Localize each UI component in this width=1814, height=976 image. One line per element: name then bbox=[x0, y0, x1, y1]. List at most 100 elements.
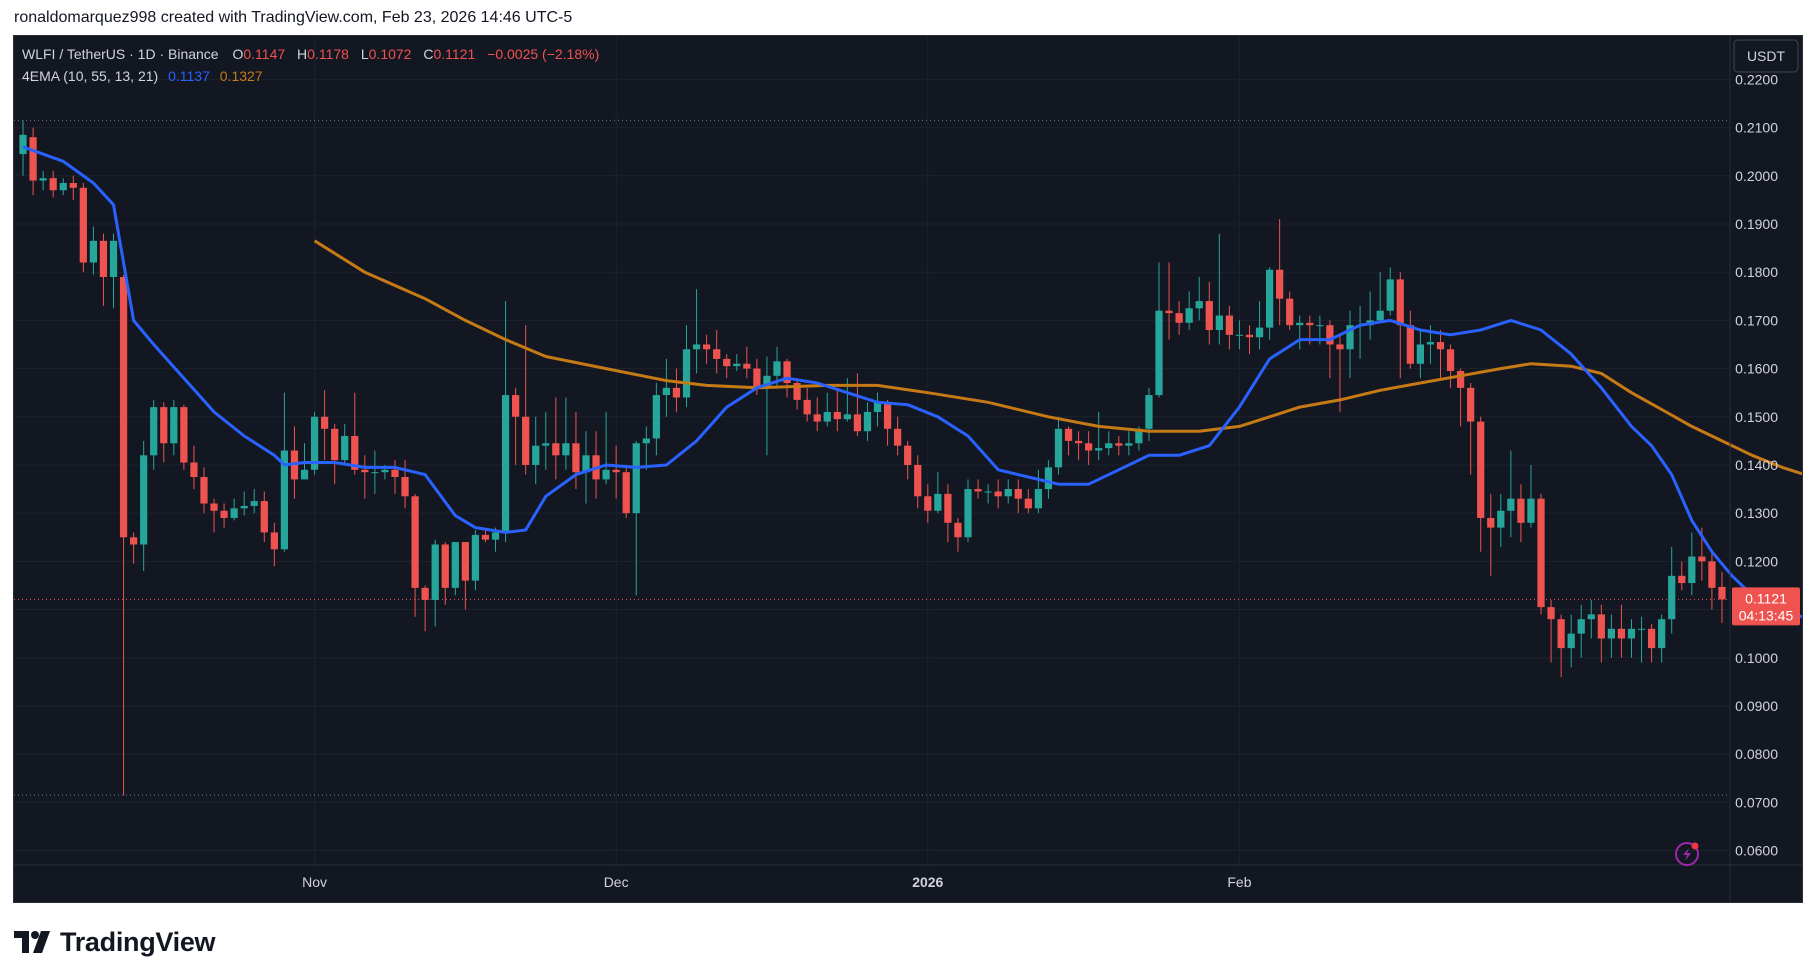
price-axis[interactable]: 0.2200 0.2100 0.2000 0.1900 0.1800 0.1700 0.16… bbox=[1735, 71, 1778, 858]
candle-body bbox=[944, 493, 952, 523]
legend-low-label: L bbox=[361, 46, 369, 62]
candle bbox=[29, 127, 37, 196]
brand-logo[interactable]: TradingView bbox=[14, 926, 216, 958]
candle-body bbox=[29, 137, 37, 181]
candle bbox=[1225, 305, 1233, 350]
time-tick-label: Feb bbox=[1227, 874, 1251, 890]
current-price-value: 0.1121 bbox=[1745, 590, 1787, 606]
price-tick-label: 0.1600 bbox=[1735, 361, 1778, 377]
candle bbox=[59, 178, 67, 196]
candle bbox=[89, 226, 98, 275]
candle bbox=[1688, 532, 1696, 596]
candle bbox=[1406, 310, 1414, 369]
candle bbox=[1085, 431, 1093, 465]
candle bbox=[1235, 320, 1244, 350]
candle-body bbox=[1185, 308, 1193, 323]
candle bbox=[501, 301, 510, 543]
candle bbox=[934, 472, 942, 514]
candle bbox=[763, 356, 771, 456]
price-tick-label: 0.0600 bbox=[1735, 843, 1778, 859]
candle-body bbox=[371, 472, 379, 474]
candle bbox=[1587, 599, 1595, 639]
candle bbox=[793, 378, 801, 410]
legend-line-2: 4EMA (10, 55, 13, 21) 0.1137 0.1327 bbox=[22, 68, 263, 84]
candle-body bbox=[1426, 342, 1435, 345]
candle bbox=[99, 233, 108, 306]
candle-body bbox=[240, 505, 248, 509]
candle bbox=[1567, 614, 1575, 668]
candle bbox=[361, 455, 369, 499]
candle bbox=[944, 484, 952, 543]
price-tick-label: 0.0800 bbox=[1735, 746, 1778, 762]
candle-body bbox=[1336, 344, 1344, 350]
candle-body bbox=[783, 361, 791, 384]
candle bbox=[713, 330, 721, 374]
candle bbox=[1185, 291, 1193, 331]
candle-body bbox=[160, 407, 168, 444]
candle bbox=[662, 358, 671, 417]
currency-button-label: USDT bbox=[1747, 48, 1786, 64]
candle bbox=[109, 233, 118, 309]
candle bbox=[250, 489, 258, 514]
candle-body bbox=[894, 428, 902, 446]
candle bbox=[1165, 262, 1173, 340]
candle-body bbox=[1658, 619, 1666, 649]
candle bbox=[1537, 493, 1545, 615]
candle-body bbox=[1225, 315, 1233, 335]
candle bbox=[1074, 431, 1083, 461]
chart-frame[interactable]: 0.2200 0.2100 0.2000 0.1900 0.1800 0.1700 0.16… bbox=[13, 35, 1814, 903]
candle-body bbox=[652, 395, 660, 439]
candle-body bbox=[1064, 428, 1073, 441]
candle-body bbox=[853, 414, 862, 432]
candle bbox=[160, 402, 168, 463]
candle bbox=[451, 542, 459, 596]
candle-body bbox=[310, 416, 319, 470]
candle bbox=[1718, 571, 1726, 624]
candle-body bbox=[1245, 334, 1254, 338]
candle bbox=[1497, 493, 1505, 547]
price-tick-label: 0.1400 bbox=[1735, 457, 1778, 473]
candle bbox=[150, 399, 158, 470]
candle-body bbox=[150, 407, 158, 456]
candle-body bbox=[39, 178, 47, 181]
candle-body bbox=[19, 134, 27, 155]
time-axis[interactable]: Nov Dec 2026 Feb bbox=[302, 874, 1252, 890]
candle-body bbox=[280, 450, 289, 550]
candle-body bbox=[763, 375, 771, 388]
ema-fast-value: 0.1137 bbox=[168, 68, 210, 84]
candle-body bbox=[361, 469, 369, 473]
candle-body bbox=[140, 455, 148, 545]
lightning-icon[interactable] bbox=[1675, 842, 1699, 866]
candle-body bbox=[642, 438, 650, 444]
candle bbox=[391, 460, 399, 494]
candle-body bbox=[552, 443, 560, 456]
reference-lines bbox=[14, 119, 1729, 796]
candle bbox=[1446, 344, 1455, 388]
candle bbox=[1708, 551, 1716, 610]
legend-open-label: O bbox=[232, 46, 243, 62]
candle-body bbox=[1095, 448, 1103, 451]
candle-body bbox=[713, 349, 721, 359]
candle bbox=[1678, 561, 1686, 591]
candle bbox=[1034, 469, 1042, 514]
candle-body bbox=[974, 489, 982, 492]
candle-body bbox=[99, 240, 108, 277]
candle-body bbox=[833, 411, 841, 420]
candle-body bbox=[1296, 322, 1304, 326]
candle bbox=[431, 539, 439, 627]
candle bbox=[1205, 281, 1213, 345]
currency-button[interactable]: USDT bbox=[1733, 39, 1799, 73]
candle-body bbox=[1175, 313, 1183, 323]
candle bbox=[260, 491, 268, 543]
candle-body bbox=[1165, 310, 1173, 314]
candle-body bbox=[320, 416, 329, 429]
candle bbox=[652, 383, 660, 456]
candle bbox=[612, 445, 620, 499]
candle-body bbox=[300, 469, 309, 480]
legend-close-label: C bbox=[423, 46, 433, 62]
candle-body bbox=[1215, 315, 1223, 331]
candlestick-chart[interactable]: 0.2200 0.2100 0.2000 0.1900 0.1800 0.1700 0.16… bbox=[14, 36, 1814, 902]
indicator-name: 4EMA (10, 55, 13, 21) bbox=[22, 68, 158, 84]
candles bbox=[19, 120, 1726, 796]
price-tick-label: 0.1900 bbox=[1735, 216, 1778, 232]
